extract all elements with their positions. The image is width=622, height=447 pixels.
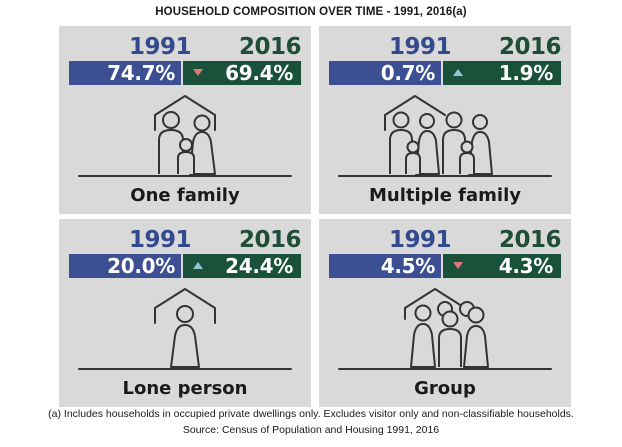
year-1991-label: 1991 — [389, 34, 452, 60]
footnote: (a) Includes households in occupied priv… — [48, 408, 574, 420]
year-2016-label: 2016 — [498, 227, 562, 253]
source-note: Source: Census of Population and Housing… — [182, 424, 440, 436]
panel-lone-person: 1991 2016 20.0% 24.4% Lone person — [59, 219, 311, 407]
value-1991: 0.7% — [329, 61, 441, 85]
increase-arrow-icon — [453, 69, 463, 76]
year-1991-label: 1991 — [389, 227, 452, 253]
value-2016: 1.9% — [443, 61, 561, 85]
group-house-icon — [319, 283, 571, 371]
panel-label: One family — [130, 185, 240, 206]
value-1991: 4.5% — [329, 254, 441, 278]
increase-arrow-icon — [193, 262, 203, 269]
year-2016-label: 2016 — [238, 227, 302, 253]
panel-grid: 1991 2016 74.7% 69.4% — [59, 26, 571, 408]
value-1991: 74.7% — [69, 61, 181, 85]
multiple-family-house-icon — [319, 90, 571, 178]
one-family-house-icon — [59, 90, 311, 178]
year-2016-label: 2016 — [238, 34, 302, 60]
panel-one-family: 1991 2016 74.7% 69.4% — [59, 26, 311, 214]
year-2016-label: 2016 — [498, 34, 562, 60]
value-2016: 24.4% — [183, 254, 301, 278]
year-1991-label: 1991 — [129, 227, 192, 253]
lone-person-house-icon — [59, 283, 311, 371]
panel-label: Multiple family — [368, 185, 521, 206]
decrease-arrow-icon — [453, 262, 463, 269]
panel-label: Lone person — [122, 378, 248, 399]
value-2016: 69.4% — [183, 61, 301, 85]
value-1991: 20.0% — [69, 254, 181, 278]
panel-group: 1991 2016 4.5% 4.3% Group — [319, 219, 571, 407]
panel-multiple-family: 1991 2016 0.7% 1.9% — [319, 26, 571, 214]
value-2016: 4.3% — [443, 254, 561, 278]
panel-label: Group — [414, 378, 476, 399]
chart-title: HOUSEHOLD COMPOSITION OVER TIME - 1991, … — [155, 6, 467, 18]
decrease-arrow-icon — [193, 69, 203, 76]
year-1991-label: 1991 — [129, 34, 192, 60]
